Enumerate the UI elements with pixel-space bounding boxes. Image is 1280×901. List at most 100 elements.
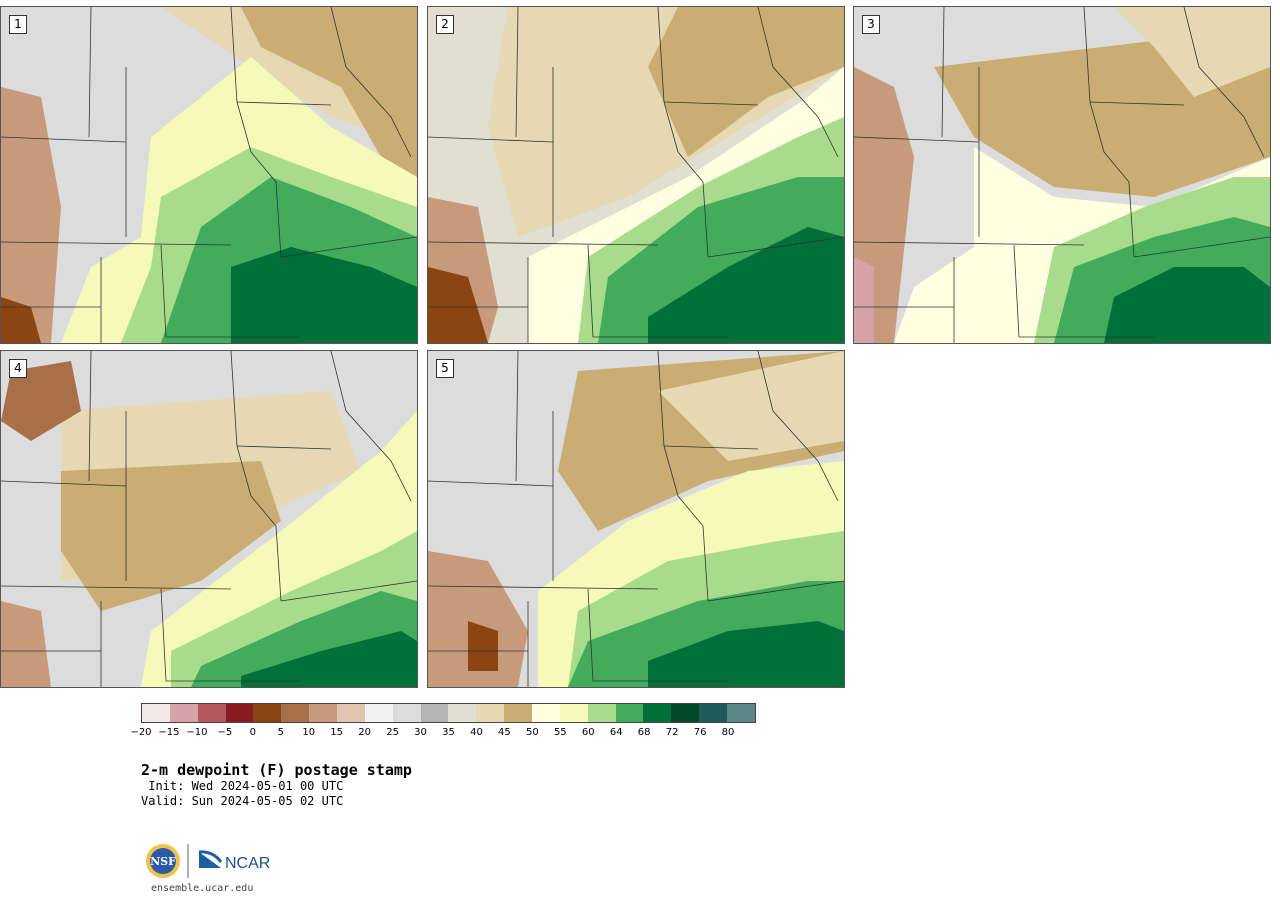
state-border [236,445,332,450]
colorbar-swatch [476,704,505,722]
state-border [515,7,519,138]
colorbar-swatch [699,704,728,722]
colorbar-tick-label: −15 [158,727,180,738]
state-border [657,7,665,103]
colorbar-tick-label: 30 [414,727,427,738]
colorbar-swatch [309,704,338,722]
postage-stamp-panel-4: 4 [0,350,418,688]
postage-stamp-panel-3: 3 [853,6,1271,344]
state-border [1133,236,1270,258]
colorbar-swatch [643,704,672,722]
valid-time: Valid: Sun 2024-05-05 02 UTC [141,794,344,808]
state-border [428,136,554,143]
dewpoint-region [241,631,417,687]
nsf-logo-icon: NSF [146,844,180,878]
colorbar-swatch [587,704,616,722]
state-border [230,351,238,447]
dewpoint-region [241,7,417,187]
colorbar-swatch [532,704,560,722]
colorbar-tick-label: 40 [470,727,483,738]
colorbar-swatch [197,704,226,722]
panel-label: 5 [436,359,454,378]
figure-title: 2-m dewpoint (F) postage stamp [141,761,412,779]
colorbar-tick-label: 20 [358,727,371,738]
state-border [428,585,659,590]
dewpoint-region [658,351,844,461]
colorbar-tick-label: −5 [217,727,233,738]
colorbar [141,703,756,723]
state-border [663,445,709,602]
colorbar-tick-label: 68 [637,727,651,738]
colorbar-tick-label: −20 [130,727,152,738]
dewpoint-region [648,227,844,343]
logos: NSF NCAR [143,842,283,880]
colorbar-tick-label: 80 [721,727,735,738]
state-border [663,445,759,450]
dewpoint-region [1,297,41,343]
colorbar-tick-label: 25 [386,727,399,738]
state-border [1,480,127,487]
postage-stamp-panel-2: 2 [427,6,845,344]
state-border [1,585,232,590]
colorbar-swatch [392,704,421,722]
state-border [428,480,554,487]
state-border [757,351,839,502]
colorbar-swatch [225,704,254,722]
dewpoint-region [854,257,874,343]
panel-label: 4 [9,359,27,378]
dewpoint-region [648,7,844,157]
colorbar-swatch [281,704,310,722]
colorbar-swatch [337,704,365,722]
dewpoint-map [428,351,844,687]
colorbar-swatch [420,704,449,722]
colorbar-swatch [671,704,700,722]
state-border [707,236,844,258]
state-border [757,7,839,158]
state-border [587,588,728,682]
colorbar-tick-label: 50 [525,727,539,738]
colorbar-swatch [169,704,198,722]
state-border [236,445,282,602]
state-border [1183,7,1265,158]
dewpoint-map [1,351,417,687]
colorbar-swatch [727,704,755,722]
colorbar-swatch [142,704,170,722]
postage-stamp-panel-1: 1 [0,6,418,344]
state-border [663,101,709,258]
state-border [854,241,1085,246]
colorbar-tick-label: 5 [277,727,284,738]
postage-stamp-panel-5: 5 [427,350,845,688]
colorbar-tick-label: 64 [609,727,623,738]
state-border [1013,244,1154,338]
state-border [330,351,412,502]
panel-label: 3 [862,15,880,34]
state-border [330,7,412,158]
state-border [1083,7,1091,103]
dewpoint-region [1,361,81,441]
panel-label: 2 [436,15,454,34]
dewpoint-region [468,621,498,671]
dewpoint-region [61,461,281,611]
dewpoint-region [1,87,61,343]
state-border [941,7,945,138]
colorbar-swatch [559,704,588,722]
state-border [515,351,519,482]
dewpoint-region [1,601,51,687]
state-border [657,351,665,447]
dewpoint-map [854,7,1270,343]
nsf-logo-text: NSF [150,855,176,868]
colorbar-tick-label: 72 [665,727,679,738]
dewpoint-region [1114,7,1270,97]
init-time: Init: Wed 2024-05-01 00 UTC [141,779,344,793]
dewpoint-region [428,551,528,687]
colorbar-tick-label: 55 [553,727,567,738]
dewpoint-map [428,7,844,343]
colorbar-tick-label: 76 [693,727,707,738]
colorbar-tick-label: 35 [442,727,455,738]
state-border [707,580,844,602]
state-border [280,580,417,602]
state-border [1089,101,1135,258]
state-border [854,136,980,143]
colorbar-ticks: −20 −15 −10 −5 0 5 10 15 20 25 30 35 40 45 50 55 60 64 68 7… [130,727,756,741]
colorbar-tick-label: 60 [581,727,595,738]
